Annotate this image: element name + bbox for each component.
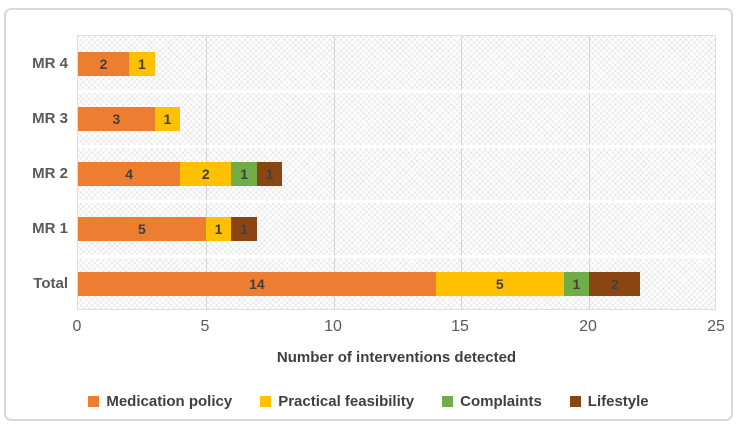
bar-segment: 1 [129, 52, 155, 76]
gridline [334, 36, 335, 309]
x-tick-label: 5 [200, 318, 210, 335]
data-label: 1 [163, 111, 172, 127]
bar-segment: 5 [78, 217, 206, 241]
x-axis-title: Number of interventions detected [276, 349, 517, 366]
bar-row: 5 1 1 [78, 217, 715, 241]
category-label: MR 4 [32, 55, 68, 72]
legend-item: Practical feasibility [260, 394, 414, 409]
bar-segment: 3 [78, 107, 155, 131]
category-label: MR 3 [32, 110, 68, 127]
bar-segment: 1 [154, 107, 181, 131]
legend-item: Lifestyle [569, 393, 649, 410]
bar-segment: 2 [180, 162, 232, 186]
bar-segment: 1 [563, 272, 590, 296]
chart-frame: 2 1 3 1 4 2 1 1 5 1 1 14 5 1 2 MR 4 MR 3 MR 2 MR 1 Total 0… [4, 8, 733, 421]
data-label: 1 [265, 166, 274, 182]
legend-label: Lifestyle [587, 393, 649, 410]
data-label: 5 [495, 276, 504, 292]
legend-item: Complaints [442, 394, 542, 409]
bar-segment: 5 [435, 272, 564, 296]
data-label: 3 [112, 111, 121, 127]
bar-row: 14 5 1 2 [78, 272, 715, 296]
legend-swatch-icon [88, 396, 100, 407]
bar-segment: 1 [256, 162, 283, 186]
x-tick-label: 15 [451, 318, 469, 335]
legend-swatch-icon [260, 396, 272, 407]
plot-area: 2 1 3 1 4 2 1 1 5 1 1 14 5 1 2 [77, 35, 716, 310]
x-tick-label: 20 [579, 318, 597, 335]
bar-segment: 4 [78, 162, 181, 186]
band-separator [78, 145, 715, 148]
legend-label: Complaints [460, 393, 542, 410]
bar-segment: 1 [205, 217, 232, 241]
bar-segment: 2 [78, 52, 130, 76]
legend-label: Practical feasibility [278, 393, 415, 410]
bar-segment: 14 [78, 272, 436, 296]
data-label: 1 [137, 56, 146, 72]
data-label: 2 [201, 166, 210, 182]
data-label: 1 [240, 221, 249, 237]
bar-segment: 2 [589, 272, 641, 296]
legend-swatch-icon [442, 396, 454, 407]
band-separator [78, 200, 715, 203]
data-label: 4 [125, 166, 134, 182]
category-label: MR 1 [32, 220, 68, 237]
data-label: 1 [214, 221, 223, 237]
x-tick-label: 25 [707, 318, 725, 335]
category-label: Total [33, 275, 68, 292]
data-label: 2 [610, 276, 619, 292]
data-label: 2 [99, 56, 108, 72]
legend: Medication policy Practical feasibility Co… [26, 394, 711, 409]
data-label: 1 [572, 276, 581, 292]
category-label: MR 2 [32, 165, 68, 182]
data-label: 1 [240, 166, 249, 182]
legend-swatch-icon [569, 396, 581, 407]
band-separator [78, 90, 715, 93]
data-label: 14 [249, 276, 265, 292]
gridline [461, 36, 462, 309]
bar-segment: 1 [231, 162, 257, 186]
band-separator [78, 255, 715, 258]
x-tick-label: 0 [72, 318, 82, 335]
gridline [589, 36, 590, 309]
data-label: 5 [138, 221, 146, 237]
x-tick-label: 10 [324, 318, 342, 335]
legend-item: Medication policy [88, 394, 232, 409]
bar-segment: 1 [231, 217, 257, 241]
legend-label: Medication policy [106, 393, 233, 410]
